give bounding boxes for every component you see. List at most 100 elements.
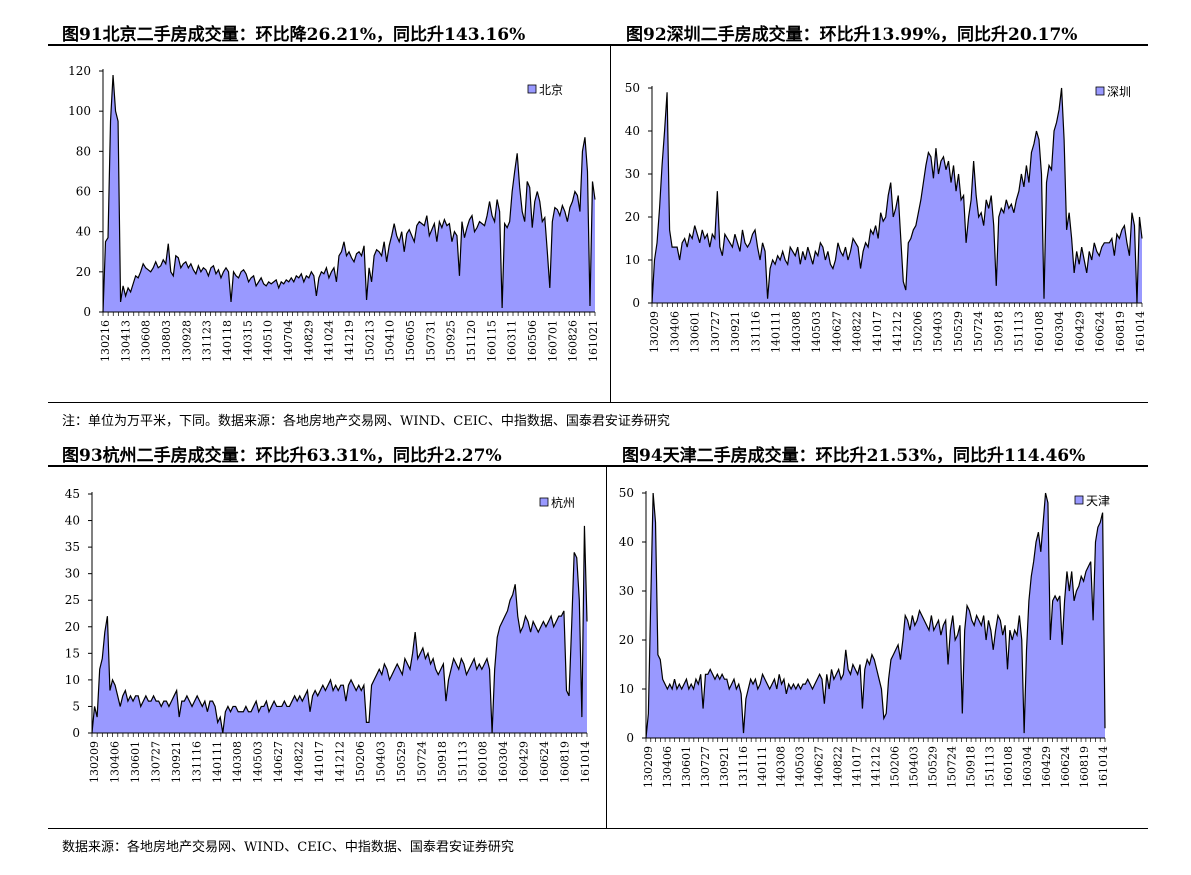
x-tick-label: 160311 [506, 320, 519, 362]
y-tick-label: 50 [625, 81, 640, 95]
x-tick-label: 160115 [485, 320, 498, 362]
y-tick-label: 10 [65, 673, 80, 687]
x-tick-label: 150206 [911, 311, 924, 353]
x-tick-label: 160819 [559, 741, 572, 783]
x-tick-label: 140822 [832, 746, 845, 788]
x-tick-label: 150529 [926, 746, 939, 788]
x-tick-label: 130406 [108, 741, 121, 783]
y-tick-label: 30 [625, 167, 640, 181]
y-tick-label: 40 [76, 225, 91, 239]
x-tick-label: 130601 [129, 741, 142, 783]
y-tick-label: 40 [619, 535, 634, 549]
x-tick-label: 160108 [1002, 746, 1015, 788]
y-tick-label: 0 [632, 296, 640, 310]
x-tick-label: 130216 [99, 320, 112, 362]
series-area [646, 493, 1105, 738]
x-tick-label: 141212 [891, 311, 904, 353]
x-tick-label: 130209 [88, 741, 101, 783]
x-tick-label: 140118 [221, 320, 234, 362]
x-tick-label: 151113 [1013, 311, 1026, 353]
middle-divider [610, 44, 611, 402]
legend-label: 北京 [539, 83, 563, 97]
x-tick-label: 130413 [119, 320, 132, 362]
y-tick-label: 25 [65, 593, 80, 607]
x-tick-label: 160304 [1053, 311, 1066, 353]
x-tick-label: 141017 [871, 311, 884, 353]
x-tick-label: 150410 [384, 320, 397, 362]
y-tick-label: 40 [625, 124, 640, 138]
x-tick-label: 160701 [546, 320, 559, 362]
x-tick-label: 140627 [272, 741, 285, 783]
x-tick-label: 160108 [1033, 311, 1046, 353]
x-tick-label: 130601 [689, 311, 702, 353]
middle-rule [48, 402, 1148, 403]
legend-swatch [1095, 86, 1105, 96]
x-tick-label: 141024 [323, 320, 336, 362]
y-tick-label: 30 [619, 584, 634, 598]
x-tick-label: 160304 [1021, 746, 1034, 788]
x-tick-label: 160826 [567, 320, 580, 362]
x-tick-label: 150213 [363, 320, 376, 362]
y-tick-label: 35 [65, 540, 80, 554]
series-line [102, 74, 596, 313]
y-tick-label: 60 [76, 185, 91, 199]
chart-title-hangzhou: 图93杭州二手房成交量：环比升63.31%，同比升2.27% [62, 446, 502, 466]
x-tick-label: 131116 [737, 746, 750, 788]
y-tick-label: 40 [65, 514, 80, 528]
x-tick-label: 130928 [180, 320, 193, 362]
x-tick-label: 161014 [1134, 311, 1147, 353]
x-tick-label: 141017 [313, 741, 326, 783]
x-tick-label: 160624 [538, 741, 551, 783]
series-area [92, 525, 587, 733]
x-tick-label: 150918 [964, 746, 977, 788]
y-tick-label: 20 [76, 265, 91, 279]
x-tick-label: 150605 [404, 320, 417, 362]
x-tick-label: 150403 [374, 741, 387, 783]
bottom-rule [48, 828, 1148, 829]
x-tick-label: 140111 [770, 311, 783, 353]
legend-swatch [527, 84, 537, 94]
y-tick-label: 20 [65, 620, 80, 634]
x-tick-label: 161014 [1097, 746, 1110, 788]
chart-title-shenzhen: 图92深圳二手房成交量：环比升13.99%，同比升20.17% [626, 25, 1078, 45]
x-tick-label: 160429 [518, 741, 531, 783]
series-area [652, 88, 1142, 303]
x-tick-label: 130209 [648, 311, 661, 353]
x-tick-label: 150206 [354, 741, 367, 783]
x-tick-label: 160624 [1059, 746, 1072, 788]
x-tick-label: 150529 [952, 311, 965, 353]
legend-label: 深圳 [1107, 85, 1131, 99]
x-tick-label: 130921 [718, 746, 731, 788]
y-tick-label: 45 [65, 487, 80, 501]
series-line [645, 492, 1106, 739]
x-tick-label: 161021 [587, 320, 600, 362]
x-tick-label: 140503 [252, 741, 265, 783]
x-tick-label: 140308 [231, 741, 244, 783]
x-tick-label: 140704 [282, 320, 295, 362]
x-tick-label: 141017 [851, 746, 864, 788]
x-tick-label: 130608 [140, 320, 153, 362]
top-rule [48, 44, 1148, 46]
series-line [651, 87, 1143, 304]
x-tick-label: 160108 [477, 741, 490, 783]
x-tick-label: 130406 [661, 746, 674, 788]
x-tick-label: 140315 [241, 320, 254, 362]
y-tick-label: 120 [68, 64, 91, 78]
chart-2: 0 5 10 15 20 25 30 35 40 45 130209 130406 130601 1307… [65, 487, 592, 783]
x-tick-label: 140503 [794, 746, 807, 788]
x-tick-label: 140510 [262, 320, 275, 362]
x-tick-label: 150724 [945, 746, 958, 788]
x-tick-label: 150403 [907, 746, 920, 788]
y-tick-label: 0 [72, 726, 80, 740]
x-tick-label: 150724 [972, 311, 985, 353]
x-tick-label: 140627 [813, 746, 826, 788]
x-tick-label: 130803 [160, 320, 173, 362]
chart-0: 0 20 40 60 80 100 120 130216 130413 130608 130803 1… [68, 64, 600, 362]
x-tick-label: 131116 [749, 311, 762, 353]
x-tick-label: 140308 [775, 746, 788, 788]
x-tick-label: 160819 [1078, 746, 1091, 788]
x-tick-label: 130601 [680, 746, 693, 788]
chart-1: 0 10 20 30 40 50 130209 130406 130601 130727 13092… [625, 81, 1147, 353]
x-tick-label: 130209 [642, 746, 655, 788]
